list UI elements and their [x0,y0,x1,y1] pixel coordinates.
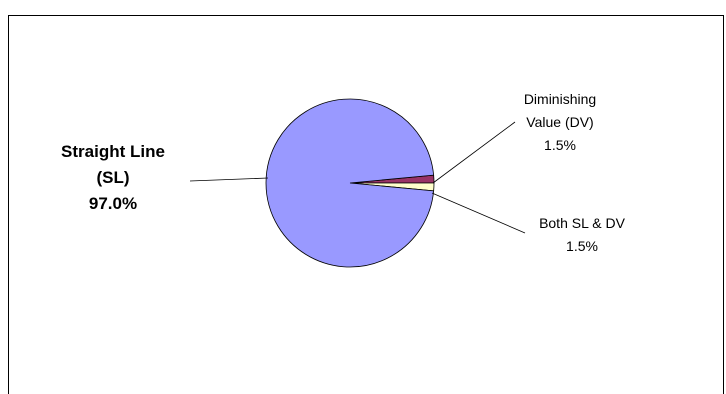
slice-category-label-0: Straight Line [61,142,165,161]
slice-category-label-0: (SL) [96,168,129,187]
slice-category-label-2: Both SL & DV [539,215,626,231]
slice-category-label-1: Diminishing [524,91,596,107]
slice-value-label-1: 1.5% [544,137,576,153]
leader-line-0 [189,177,269,182]
slice-category-label-1: Value (DV) [526,114,593,130]
chart-area [8,15,724,394]
slice-value-label-0: 97.0% [89,194,137,213]
pie-slice-0 [265,98,435,268]
slice-value-label-2: 1.5% [566,238,598,254]
leader-line-1 [432,121,516,184]
leader-line-2 [431,192,526,234]
